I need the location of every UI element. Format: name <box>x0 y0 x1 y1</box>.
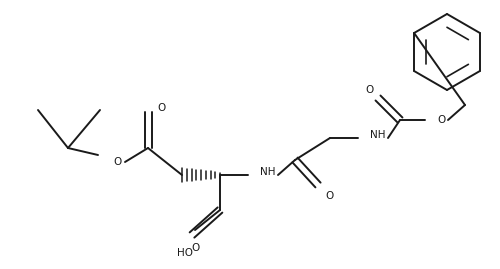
Text: O: O <box>113 157 121 167</box>
Text: O: O <box>191 243 199 253</box>
Text: O: O <box>325 191 333 201</box>
Text: O: O <box>366 85 374 95</box>
Text: HO: HO <box>177 248 193 258</box>
Text: NH: NH <box>260 167 276 177</box>
Text: O: O <box>437 115 446 125</box>
Text: O: O <box>157 103 165 113</box>
Text: NH: NH <box>370 130 386 140</box>
